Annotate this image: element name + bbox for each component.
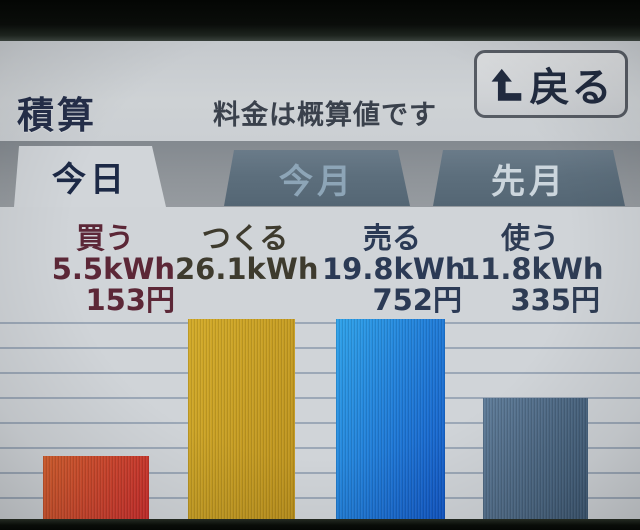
column-sell: 売る 19.8kWh 752円	[322, 221, 466, 317]
tab-today-label: 今日	[52, 160, 128, 200]
column-use-cost-value: 335円	[510, 283, 600, 317]
page-subtitle: 料金は概算値です	[213, 100, 437, 131]
bar-buy	[43, 456, 149, 519]
column-sell-cost-value: 752円	[372, 283, 462, 317]
back-button-label: 戻る	[529, 65, 614, 111]
column-sell-energy-value: 19.8kWh	[322, 252, 466, 286]
tab-last-month-label: 先月	[491, 161, 567, 202]
bar-use	[483, 398, 588, 519]
tab-today[interactable]: 今日	[14, 146, 166, 207]
page-title: 積算	[17, 94, 97, 137]
column-use-label: 使う	[500, 221, 559, 255]
tab-this-month[interactable]: 今月	[224, 150, 410, 206]
column-generate-label: つくる	[201, 221, 289, 255]
column-buy-cost-value: 153円	[85, 283, 175, 317]
gridline	[0, 372, 640, 374]
gridline	[0, 347, 640, 349]
tab-bar: 今日 今月 先月	[0, 141, 640, 207]
column-generate-energy-value: 26.1kWh	[175, 252, 319, 286]
gridline	[0, 397, 640, 399]
back-button[interactable]: 戻る	[474, 50, 628, 118]
tab-this-month-label: 今月	[279, 161, 355, 202]
gridline	[0, 497, 640, 499]
bezel-bottom	[0, 519, 640, 530]
column-use: 使う 11.8kWh 335円	[460, 221, 604, 317]
tab-last-month[interactable]: 先月	[433, 150, 625, 206]
gridline	[0, 472, 640, 474]
bar-generate	[188, 319, 295, 519]
lcd-panel: 積算 料金は概算値です 戻る 今日 今月 先月	[0, 41, 640, 519]
gridline	[0, 422, 640, 424]
gridline	[0, 447, 640, 449]
column-buy-energy-value: 5.5kWh	[51, 252, 175, 286]
back-arrow-up-icon	[489, 68, 523, 102]
column-generate: つくる 26.1kWh	[175, 221, 319, 286]
column-buy-label: 買う	[75, 221, 134, 255]
column-buy: 買う 5.5kWh 153円	[35, 223, 175, 316]
column-use-energy-value: 11.8kWh	[460, 252, 604, 286]
header-bar: 積算 料金は概算値です 戻る	[0, 41, 640, 141]
chart-area: 買う 5.5kWh 153円 つくる 26.1kWh 売る 19.8kWh 75…	[0, 207, 640, 519]
column-sell-label: 売る	[362, 221, 421, 255]
bar-sell	[336, 319, 445, 519]
bezel-top	[0, 0, 640, 41]
gridline	[0, 322, 640, 324]
